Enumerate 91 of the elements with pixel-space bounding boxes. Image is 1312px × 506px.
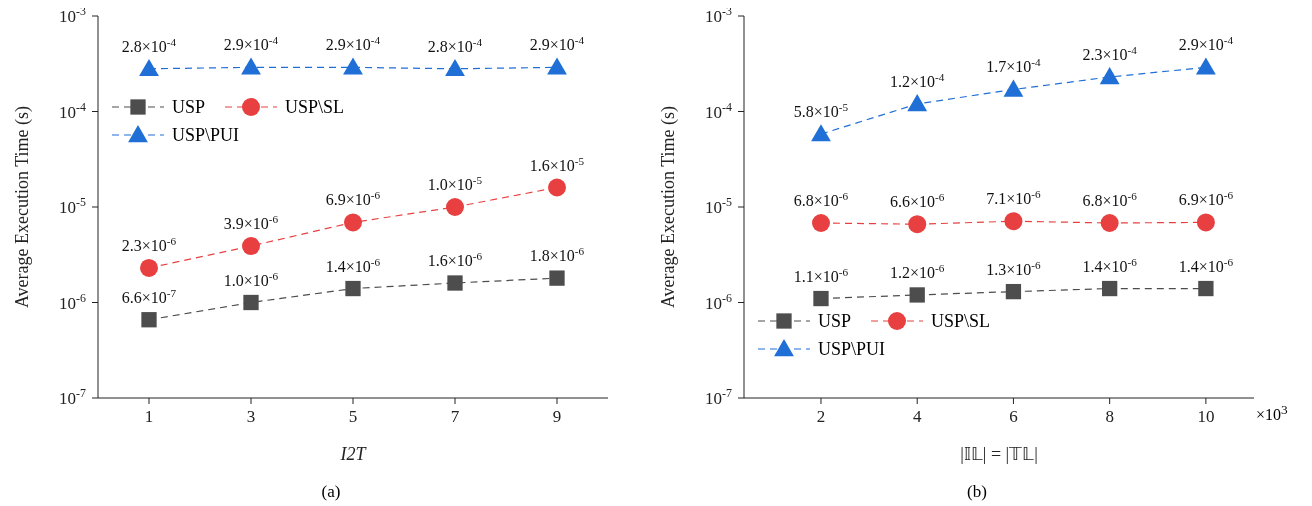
point <box>908 215 927 234</box>
data-label: 6.6×10$^{-6}$ <box>890 191 945 211</box>
point <box>1005 283 1022 300</box>
legend-label: USP\SL <box>931 310 991 332</box>
data-label: 2.8×10$^{-4}$ <box>427 35 483 55</box>
x-tick-label: 1 <box>144 407 154 426</box>
legend-label: USP\PUI <box>172 124 240 146</box>
point <box>811 214 830 232</box>
data-label: 3.9×10$^{-6}$ <box>223 213 279 233</box>
x-axis-title: |𝕀𝕃| = |𝕋𝕃| <box>960 444 1038 464</box>
legend-label: USP <box>818 310 852 332</box>
data-label: 6.9×10$^{-6}$ <box>325 189 381 209</box>
x-tick-label: 3 <box>246 407 256 426</box>
y-tick-label: 10$^{-7}$ <box>59 386 87 408</box>
point <box>1003 79 1024 97</box>
data-label: 1.0×10$^{-6}$ <box>223 269 279 289</box>
data-label: 6.6×10$^{-7}$ <box>121 286 177 306</box>
point <box>1004 212 1023 231</box>
legend-label: USP\SL <box>285 96 345 118</box>
point <box>344 213 362 232</box>
data-label: 1.8×10$^{-6}$ <box>529 245 585 265</box>
y-tick-label: 10$^{-5}$ <box>59 195 87 217</box>
point <box>1099 67 1120 85</box>
x-tick-label: 5 <box>348 407 358 426</box>
data-label: 2.9×10$^{-4}$ <box>529 34 585 54</box>
y-axis-title: Average Execution Time (s) <box>12 105 34 309</box>
x-tick-label: 10 <box>1197 407 1215 426</box>
data-label: 1.2×10$^{-6}$ <box>890 261 945 281</box>
point <box>445 58 465 76</box>
y-tick-label: 10$^{-6}$ <box>59 290 87 313</box>
y-tick-label: 10$^{-5}$ <box>705 195 733 217</box>
x-tick-label: 4 <box>912 407 922 426</box>
y-tick-label: 10$^{-4}$ <box>59 99 87 122</box>
point <box>241 57 261 75</box>
data-label: 1.4×10$^{-6}$ <box>1082 255 1138 275</box>
data-label: 1.4×10$^{-6}$ <box>325 255 381 275</box>
point <box>547 57 567 75</box>
data-label: 2.3×10$^{-4}$ <box>1082 43 1138 63</box>
point <box>243 294 259 311</box>
x-axis-title: I2T <box>339 444 368 464</box>
x-tick-label: 2 <box>816 407 826 426</box>
point <box>1196 213 1215 232</box>
legend-label: USP <box>172 96 206 118</box>
point <box>548 178 566 197</box>
point <box>141 312 157 328</box>
point <box>446 198 464 216</box>
data-label: 7.1×10$^{-6}$ <box>986 188 1042 208</box>
point <box>139 58 159 76</box>
point <box>343 57 363 75</box>
data-label: 6.8×10$^{-6}$ <box>1082 190 1138 209</box>
point <box>549 270 565 286</box>
legend-label: USP\PUI <box>818 338 886 360</box>
data-label: 6.8×10$^{-6}$ <box>793 190 849 209</box>
y-tick-label: 10$^{-6}$ <box>705 290 733 313</box>
point <box>140 258 158 277</box>
point <box>345 280 361 297</box>
point <box>1195 57 1216 75</box>
data-label: 2.9×10$^{-4}$ <box>223 34 279 54</box>
x-tick-label: 8 <box>1105 407 1114 426</box>
point <box>242 237 260 256</box>
y-tick-label: 10$^{-7}$ <box>705 386 733 408</box>
point <box>811 124 831 142</box>
point <box>1198 280 1214 297</box>
x-tick-label: 6 <box>1009 407 1018 426</box>
data-label: 1.2×10$^{-4}$ <box>890 70 945 90</box>
data-label: 1.3×10$^{-6}$ <box>986 258 1042 278</box>
x-tick-label: 9 <box>552 407 562 426</box>
point <box>813 290 829 307</box>
data-label: 1.1×10$^{-6}$ <box>793 265 849 285</box>
y-tick-label: 10$^{-4}$ <box>705 99 733 122</box>
data-label: 1.6×10$^{-5}$ <box>529 154 585 174</box>
y-axis-title: Average Execution Time (s) <box>658 105 680 309</box>
data-label: 1.4×10$^{-6}$ <box>1178 255 1234 275</box>
data-label: 2.9×10$^{-4}$ <box>1178 34 1234 54</box>
data-label: 1.0×10$^{-5}$ <box>427 174 483 193</box>
data-label: 1.7×10$^{-4}$ <box>986 56 1042 76</box>
text: ×10$^{3}$ <box>1256 402 1288 424</box>
data-label: 2.8×10$^{-4}$ <box>121 35 177 55</box>
data-label: 6.9×10$^{-6}$ <box>1178 189 1234 209</box>
point <box>1100 214 1119 232</box>
data-label: 2.9×10$^{-4}$ <box>325 34 381 54</box>
text: (a) <box>321 482 341 501</box>
x-tick-label: 7 <box>450 407 460 426</box>
text: (b) <box>967 482 987 501</box>
data-label: 5.8×10$^{-5}$ <box>793 101 849 121</box>
point <box>447 275 463 291</box>
data-label: 2.3×10$^{-6}$ <box>121 234 177 254</box>
point <box>1102 280 1118 297</box>
data-label: 1.6×10$^{-6}$ <box>427 250 483 270</box>
point <box>909 287 925 303</box>
point <box>907 94 928 112</box>
